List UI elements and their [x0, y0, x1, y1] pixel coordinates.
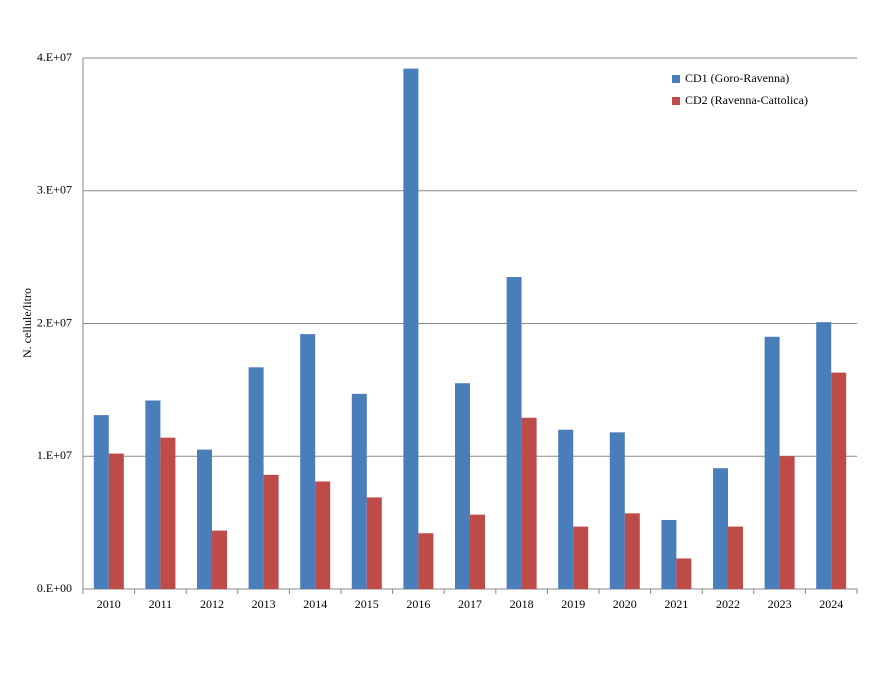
x-tick-label: 2024: [819, 597, 843, 611]
x-tick-label: 2015: [355, 597, 379, 611]
y-tick-label: 2.E+07: [37, 315, 72, 329]
bar: [418, 533, 434, 589]
bar: [713, 468, 728, 589]
bar: [248, 367, 264, 589]
y-axis-label: N. cellule/litro: [20, 288, 34, 358]
bar: [661, 519, 677, 589]
legend-swatch: [672, 97, 680, 105]
bar: [108, 453, 124, 589]
y-tick-label: 4.E+07: [37, 50, 72, 64]
bar: [145, 400, 161, 589]
legend-label: CD1 (Goro-Ravenna): [685, 71, 789, 85]
bar: [300, 334, 316, 589]
legend-swatch: [672, 75, 680, 83]
bar: [160, 437, 176, 589]
x-tick-label: 2016: [406, 597, 430, 611]
x-tick-label: 2021: [664, 597, 688, 611]
bar: [609, 432, 625, 589]
x-tick-label: 2020: [613, 597, 637, 611]
bar: [351, 393, 367, 589]
bar: [263, 474, 279, 589]
x-tick-label: 2012: [200, 597, 224, 611]
x-tick-label: 2017: [458, 597, 482, 611]
bar: [315, 481, 331, 589]
bar: [558, 429, 574, 589]
bar: [764, 336, 780, 589]
bar: [197, 449, 212, 589]
bar: [676, 558, 692, 589]
bar: [624, 513, 640, 589]
bar: [728, 526, 743, 589]
bar: [573, 526, 589, 589]
bar: [506, 277, 522, 589]
y-tick-label: 0.E+00: [37, 581, 72, 595]
x-tick-label: 2022: [716, 597, 740, 611]
bar: [403, 68, 419, 590]
bar: [455, 383, 470, 589]
y-tick-label: 3.E+07: [37, 183, 72, 197]
bar: [93, 415, 109, 589]
bar: [831, 372, 847, 589]
bar: [816, 322, 832, 589]
y-tick-label: 1.E+07: [37, 448, 72, 462]
bar: [212, 530, 227, 589]
x-tick-label: 2023: [768, 597, 792, 611]
x-tick-label: 2014: [303, 597, 327, 611]
bar: [470, 514, 485, 589]
x-tick-label: 2011: [149, 597, 173, 611]
x-tick-label: 2010: [97, 597, 121, 611]
legend-label: CD2 (Ravenna-Cattolica): [685, 93, 808, 107]
bar: [366, 497, 382, 589]
bar: [521, 417, 537, 589]
x-tick-label: 2013: [252, 597, 276, 611]
x-tick-label: 2018: [510, 597, 534, 611]
x-tick-label: 2019: [561, 597, 585, 611]
bar: [779, 456, 795, 589]
